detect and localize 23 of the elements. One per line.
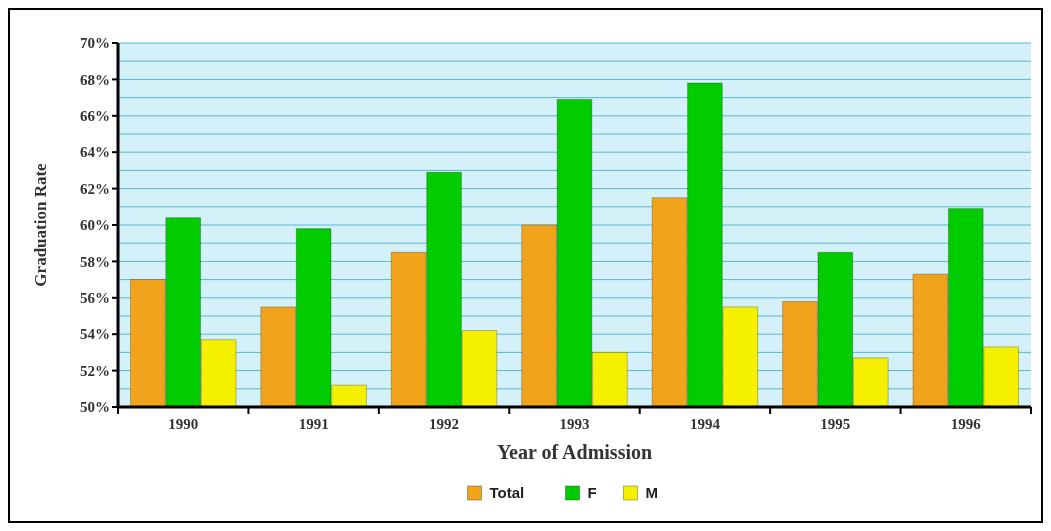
y-axis-title: Graduation Rate (31, 162, 50, 287)
x-tick-label: 1990 (168, 416, 199, 432)
legend-label: F (587, 484, 597, 502)
y-tick-label: 68% (80, 71, 110, 88)
legend-label: M (645, 484, 658, 502)
x-tick-label: 1991 (298, 416, 329, 432)
x-tick-label: 1995 (820, 416, 851, 432)
x-axis-title: Year of Admission (496, 441, 653, 463)
x-tick-label: 1994 (689, 416, 721, 432)
y-tick-label: 52% (80, 362, 110, 379)
legend-label: Total (489, 484, 525, 502)
y-tick-label: 70% (80, 35, 110, 52)
y-tick-label: 50% (80, 399, 110, 416)
x-tick-label: 1993 (559, 416, 590, 432)
y-tick-label: 56% (80, 290, 110, 307)
y-tick-label: 62% (80, 180, 110, 197)
x-tick-label: 1992 (429, 416, 460, 432)
y-tick-label: 60% (80, 217, 110, 234)
x-tick-label: 1996 (950, 416, 982, 432)
y-tick-label: 54% (80, 326, 110, 343)
y-tick-label: 66% (80, 108, 110, 125)
y-tick-label: 58% (80, 253, 110, 270)
y-tick-label: 64% (80, 144, 110, 161)
